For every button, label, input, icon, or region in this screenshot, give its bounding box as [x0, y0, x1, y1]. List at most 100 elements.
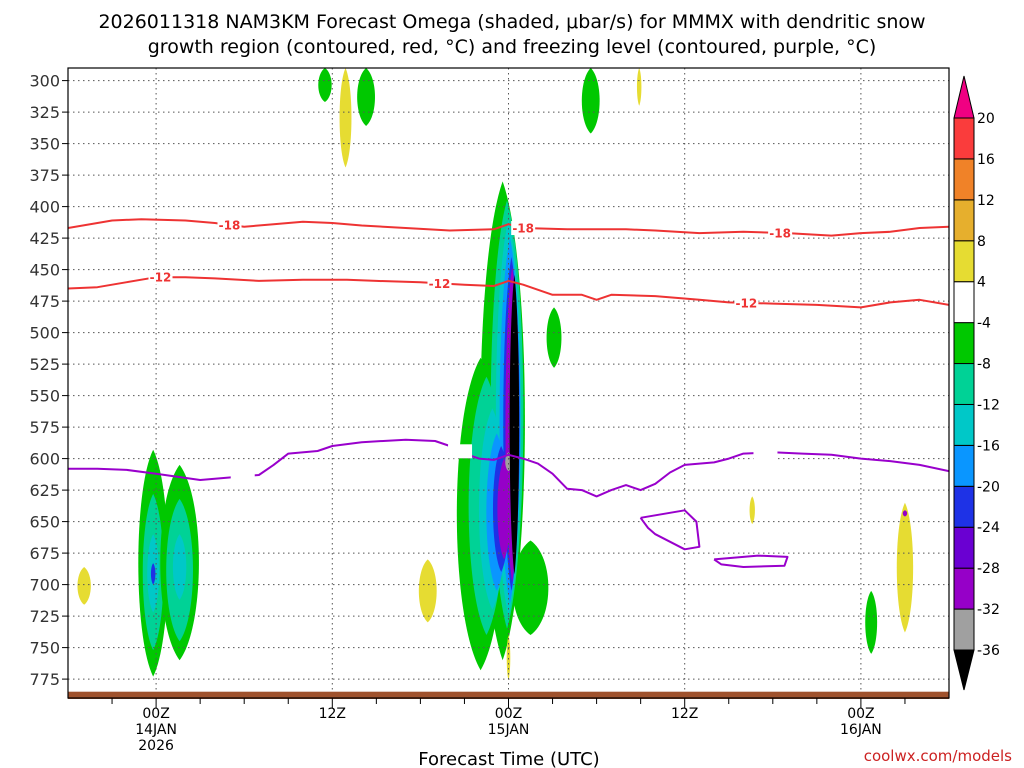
contour-line--12: [68, 276, 949, 309]
contour-line-0-small-2: [713, 554, 789, 568]
omega-shaded-region-31: [749, 496, 755, 525]
contour-label--18-0: -18: [219, 218, 241, 232]
y-tick-label-675: 675: [29, 544, 60, 563]
omega-shaded-region-3: [581, 68, 600, 134]
y-tick-label-600: 600: [29, 450, 60, 469]
colorbar-triangle-low: [953, 649, 975, 691]
contour-label-bg--12-1: [427, 276, 452, 291]
x-tick-label-42-0: 12Z: [671, 706, 698, 722]
contour-label-bg-0-0: [230, 469, 255, 484]
colorbar-label-5: -4: [977, 316, 991, 332]
y-tick-label-775: 775: [29, 670, 60, 689]
x-tick-label-6-2: 2026: [138, 738, 174, 754]
contour-label--18-1: -18: [512, 222, 534, 236]
colorbar-label-0: 20: [977, 111, 995, 127]
omega-shaded-region-29: [509, 274, 520, 575]
y-tick-label-625: 625: [29, 481, 60, 500]
colorbar-triangle-high: [953, 75, 975, 119]
y-tick-label-325: 325: [29, 103, 60, 122]
chart-title: 2026011318 NAM3KM Forecast Omega (shaded…: [98, 11, 925, 58]
colorbar-segment-5: [953, 444, 975, 487]
title-line-1: 2026011318 NAM3KM Forecast Omega (shaded…: [98, 11, 925, 33]
x-tick-label-18-0: 12Z: [319, 706, 346, 722]
y-tick-label-750: 750: [29, 639, 60, 658]
colorbar-segment-7: [953, 363, 975, 405]
y-tick-label-500: 500: [29, 324, 60, 343]
colorbar-segment-9: [953, 281, 975, 324]
contour-label--12-0: -12: [150, 271, 172, 285]
y-tick-label-375: 375: [29, 166, 60, 185]
omega-shaded-region-30: [506, 635, 511, 681]
title-line-2: growth region (contoured, red, °C) and f…: [148, 36, 877, 58]
colorbar-label-7: -12: [977, 397, 1000, 413]
omega-shaded-region-9: [150, 563, 156, 585]
colorbar-segment-11: [953, 199, 975, 242]
y-axis: 300 325 350 375 400 425 450 475 500 525 550 575 600 6…: [29, 72, 68, 689]
colorbar-segment-3: [953, 526, 975, 569]
contour-label-bg--18-1: [511, 221, 536, 236]
omega-shaded-region-5: [77, 566, 91, 605]
contour-layer: -18 -18 -18 -12 -12 -12: [68, 217, 949, 568]
contour-label--12-1: -12: [429, 277, 451, 291]
colorbar-segment-13: [953, 117, 975, 160]
x-tick-label-54-1: 16JAN: [840, 722, 882, 738]
contour-label--12-2: -12: [736, 296, 758, 310]
colorbar-segment-10: [953, 240, 975, 283]
omega-shaded-region-2: [357, 68, 375, 126]
contour-label-bg--18-0: [217, 217, 242, 232]
contour-label-bg--12-0: [148, 270, 173, 285]
contour-label--18-2: -18: [769, 226, 791, 240]
y-tick-label-550: 550: [29, 387, 60, 406]
contour-line-0: [68, 438, 949, 498]
y-tick-label-450: 450: [29, 261, 60, 280]
terrain-layer: [68, 691, 949, 699]
x-tick-label-6-1: 14JAN: [135, 722, 177, 738]
colorbar-label-13: -36: [977, 643, 1000, 659]
contour-label-bg--18-2: [768, 225, 793, 240]
x-tick-label-6-0: 00Z: [142, 706, 169, 722]
x-tick-label-54-0: 00Z: [847, 706, 874, 722]
colorbar-label-9: -20: [977, 479, 1000, 495]
x-tick-label-30-1: 15JAN: [488, 722, 530, 738]
colorbar-label-10: -24: [977, 520, 1000, 536]
colorbar-label-3: 8: [977, 234, 986, 250]
grid-layer: [68, 68, 949, 698]
y-tick-label-575: 575: [29, 418, 60, 437]
x-axis-label: Forecast Time (UTC): [418, 749, 599, 768]
omega-shaded-region-4: [636, 68, 642, 106]
y-tick-label-400: 400: [29, 198, 60, 217]
colorbar: 20 16 12 8 4 -4 -8 -12 -16 -20 -24 -28 -32 -36: [953, 75, 1000, 691]
omega-shaded-region-32: [865, 590, 878, 654]
contour-label-bg-0-1: [448, 444, 473, 459]
colorbar-label-12: -32: [977, 602, 1000, 618]
colorbar-segment-1: [953, 608, 975, 651]
contour-label-bg-0-2: [753, 445, 778, 460]
y-tick-label-700: 700: [29, 576, 60, 595]
y-tick-label-425: 425: [29, 229, 60, 248]
omega-shaded-region-33: [896, 502, 914, 633]
x-tick-label-30-0: 00Z: [495, 706, 522, 722]
y-tick-label-350: 350: [29, 135, 60, 154]
omega-shaded-region-16: [512, 540, 549, 635]
y-tick-label-300: 300: [29, 72, 60, 91]
colorbar-segment-12: [953, 158, 975, 201]
colorbar-segment-6: [953, 403, 975, 446]
y-tick-label-725: 725: [29, 607, 60, 626]
colorbar-label-6: -8: [977, 357, 991, 373]
omega-shaded-region-13: [418, 559, 437, 623]
colorbar-segment-2: [953, 567, 975, 610]
colorbar-label-8: -16: [977, 438, 1000, 454]
omega-shaded-region-0: [318, 68, 332, 103]
colorbar-label-11: -28: [977, 561, 1000, 577]
colorbar-label-4: 4: [977, 275, 986, 291]
colorbar-label-2: 12: [977, 193, 995, 209]
omega-shaded-region-34: [902, 510, 908, 517]
omega-shaded-region-12: [172, 534, 187, 600]
omega-shaded-region-1: [339, 68, 352, 168]
omega-shading-layer: [77, 68, 914, 681]
colorbar-label-1: 16: [977, 152, 995, 168]
omega-shaded-region-17: [546, 307, 562, 368]
terrain-strip: [68, 691, 949, 699]
